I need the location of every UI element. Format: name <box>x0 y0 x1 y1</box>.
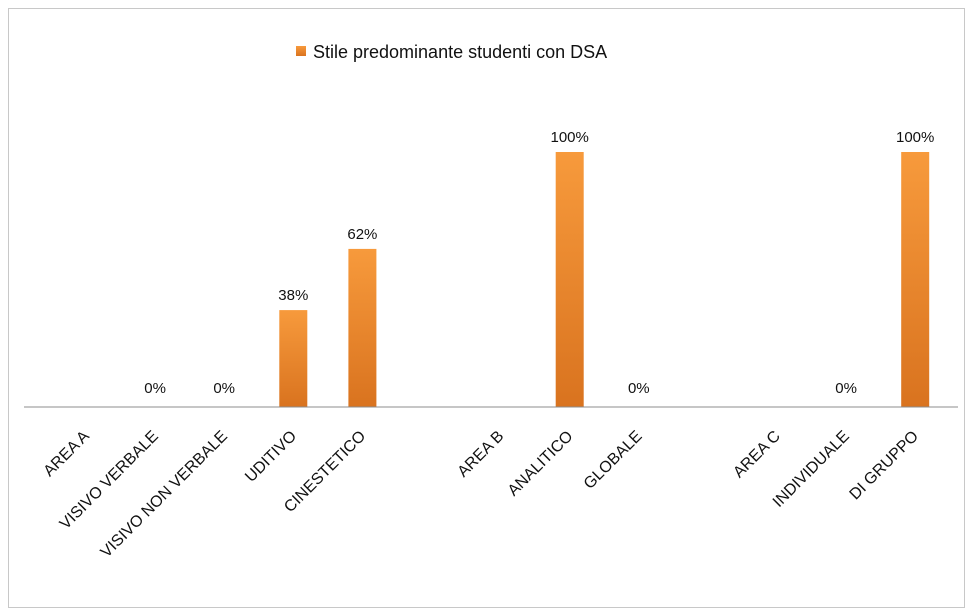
legend: Stile predominante studenti con DSA <box>296 42 607 62</box>
bar-cinestetico <box>348 248 377 407</box>
legend-label: Stile predominante studenti con DSA <box>313 42 607 62</box>
legend-swatch <box>296 46 306 56</box>
category-label: UDITIVO <box>242 428 300 486</box>
category-label: DI GRUPPO <box>847 428 923 504</box>
data-label: 0% <box>835 380 857 397</box>
category-label: AREA B <box>455 428 508 481</box>
data-label: 62% <box>347 226 377 243</box>
category-label: ANALITICO <box>505 428 577 500</box>
bar-uditivo <box>279 310 308 407</box>
data-label: 0% <box>144 380 166 397</box>
category-label: VISIVO NON VERBALE <box>98 428 231 561</box>
chart-frame <box>8 8 965 608</box>
category-label: AREA C <box>730 428 784 482</box>
category-label: AREA A <box>41 428 94 481</box>
bar-di-gruppo <box>901 152 930 407</box>
data-label: 100% <box>551 129 589 146</box>
bar-analitico <box>555 152 584 407</box>
data-label: 38% <box>278 287 308 304</box>
data-label: 0% <box>213 380 235 397</box>
data-label: 100% <box>896 129 934 146</box>
data-label: 0% <box>628 380 650 397</box>
category-label: GLOBALE <box>581 428 646 493</box>
